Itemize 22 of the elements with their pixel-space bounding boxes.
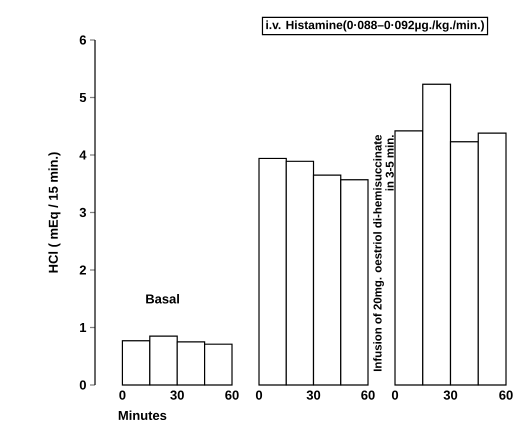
x-tick-label: 60 (499, 390, 513, 400)
y-tick-label: 1 (80, 323, 86, 332)
y-tick-label: 4 (79, 150, 86, 160)
x-tick-label: 0 (256, 390, 262, 400)
text: in 3-5 min. (385, 135, 394, 190)
annotation: Basal (146, 294, 179, 304)
x-axis-title: Minutes (118, 410, 166, 420)
y-axis-title: HCl ( mEq / 15 min.) (48, 152, 60, 272)
y-tick-label: 6 (80, 35, 86, 45)
y-tick-label: 5 (80, 92, 86, 102)
y-tick-label: 2 (80, 265, 86, 275)
x-tick-label: 60 (361, 390, 375, 400)
x-tick-label: 30 (306, 390, 320, 400)
x-tick-label: 30 (170, 390, 184, 400)
x-tick-label: 30 (444, 390, 458, 400)
y-tick-label: 3 (80, 208, 86, 218)
x-tick-label: 0 (392, 390, 398, 400)
x-tick-label: 0 (119, 390, 126, 400)
text: i.v. Histamine(0·088–0·092µg./kg./min.) (266, 20, 484, 32)
y-tick-label: 0 (80, 380, 86, 390)
text: Infusion of 20mg. oestriol di-hemisuccinate (373, 134, 384, 372)
x-tick-label: 60 (225, 390, 239, 400)
